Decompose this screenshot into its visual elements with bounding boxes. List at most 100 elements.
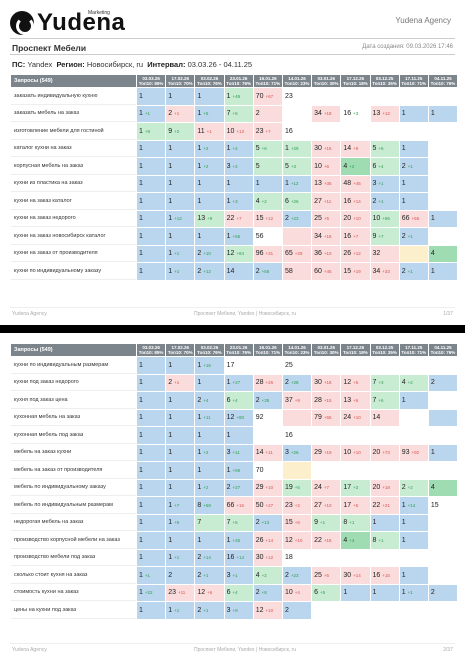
position-cell: 24 +10 <box>341 409 370 426</box>
table-row: кухни из пластика на заказ 1 1 1 1 1 1 +12 13 +35… <box>11 175 458 192</box>
interval-label: Интервал: <box>147 60 186 69</box>
query-cell[interactable]: каталог кухни на заказ <box>11 140 136 157</box>
query-cell[interactable]: сколько стоит кухня на заказ <box>11 567 136 584</box>
date-column-header[interactable]: 03.12.25 Топ10: 35% <box>370 344 399 356</box>
report-params: ПС: Yandex Регион: Новосибирск, ru Интер… <box>12 60 252 69</box>
date-column-header[interactable]: 23.01.26 Топ10: 76% <box>224 344 253 356</box>
title-divider <box>10 54 455 55</box>
query-cell[interactable]: кухни на заказ недорого <box>11 210 136 227</box>
date-column-header[interactable]: 17.11.25 Топ10: 71% <box>399 344 428 356</box>
position-cell: 14 +9 <box>341 140 370 157</box>
query-cell[interactable]: кухни под заказ недорого <box>11 374 136 391</box>
query-cell[interactable]: недорогая мебель на заказ <box>11 514 136 531</box>
date-column-header[interactable]: 04.11.25 Топ10: 76% <box>428 75 458 87</box>
date-column-header[interactable]: 03.03.26 Топ10: 85% <box>137 344 166 356</box>
query-cell[interactable]: мебель на заказ от производителя <box>11 462 136 479</box>
position-cell: 14 <box>224 263 253 280</box>
query-cell[interactable]: производство мебели под заказ <box>11 549 136 566</box>
position-value: 1 <box>197 431 202 439</box>
position-cell: 30 +14 <box>341 567 370 584</box>
position-cell: 1 +11 <box>195 409 224 426</box>
position-cell: 9 +2 <box>166 123 195 140</box>
position-delta: +12 <box>203 268 211 274</box>
date-column-header[interactable]: 04.11.25 Топ10: 76% <box>428 344 458 356</box>
query-cell[interactable]: мебель на заказ кухни <box>11 444 136 461</box>
query-cell[interactable]: корпусная мебель на заказ <box>11 158 136 175</box>
table-row: стоимость кухни на заказ 1 +22 23 +11 12 +6 6 +4… <box>11 584 458 601</box>
position-cell: 1 <box>399 140 428 157</box>
position-value: 1 <box>401 110 406 118</box>
query-cell[interactable]: кухонная мебель на заказ <box>11 409 136 426</box>
query-cell[interactable]: мебель по индивидуальным размерам <box>11 497 136 514</box>
query-cell[interactable]: кухни на заказ каталог <box>11 193 136 210</box>
queries-header[interactable]: Запросы (549) <box>11 75 136 87</box>
position-value: 28 <box>255 379 264 387</box>
query-cell[interactable]: цены на кухни под заказ <box>11 602 136 619</box>
position-value: 14 <box>343 145 352 153</box>
date-column-header[interactable]: 17.12.25 Топ10: 18% <box>341 344 370 356</box>
position-delta: +26 <box>290 450 299 456</box>
position-value: 1 <box>401 501 406 509</box>
query-cell[interactable]: кухонная мебель под заказ <box>11 427 136 444</box>
position-delta: +14 <box>407 502 416 508</box>
query-cell[interactable]: кухни на заказ от производителя <box>11 245 136 262</box>
brand-logo[interactable]: Yudena Marketing <box>10 9 125 36</box>
date-column-header[interactable]: 17.11.25 Топ10: 71% <box>399 75 428 87</box>
date-column-header[interactable]: 03.03.26 Топ10: 85% <box>137 75 166 87</box>
date-column-header[interactable]: 03.01.26 Топ10: 30% <box>312 344 341 356</box>
query-cell[interactable]: кухня под заказ цена <box>11 392 136 409</box>
date-column-header[interactable]: 17.12.25 Топ10: 18% <box>341 75 370 87</box>
position-cell: 8 +58 <box>195 497 224 514</box>
query-cell[interactable]: заказать индивидуальную кухню <box>11 88 136 105</box>
date-column-header[interactable]: 03.01.26 Топ10: 30% <box>312 75 341 87</box>
position-cell <box>428 602 458 619</box>
footer-divider <box>10 643 455 644</box>
position-delta: +15 <box>323 397 332 403</box>
date-column-header[interactable]: 03.12.25 Топ10: 35% <box>370 75 399 87</box>
date-column-header[interactable]: 14.01.26 Топ10: 23% <box>282 75 312 87</box>
position-cell: 1 <box>137 479 166 496</box>
position-value: 3 <box>226 606 231 614</box>
position-value: 2 <box>255 589 260 597</box>
position-cell: 2 +23 <box>282 567 312 584</box>
queries-header[interactable]: Запросы (549) <box>11 344 136 356</box>
position-cell: 16 +3 <box>341 105 370 122</box>
query-cell[interactable]: кухни на заказ новосибирск каталог <box>11 228 136 245</box>
query-cell[interactable]: мебель по индивидуальному заказу <box>11 479 136 496</box>
date-column-header[interactable]: 23.01.26 Топ10: 76% <box>224 75 253 87</box>
position-cell: 1 <box>195 228 224 245</box>
position-value: 9 <box>372 232 377 240</box>
query-cell[interactable]: изготовление мебели для гостиной <box>11 123 136 140</box>
position-cell: 32 <box>370 245 399 262</box>
position-value: 1 <box>284 180 289 188</box>
query-cell[interactable]: кухни по индивидуальным размерам <box>11 357 136 374</box>
query-cell[interactable]: стоимость кухни на заказ <box>11 584 136 601</box>
date-column-header[interactable]: 17.02.26 Топ10: 70% <box>166 344 195 356</box>
position-value: 4 <box>255 571 260 579</box>
position-cell <box>399 549 428 566</box>
position-value: 5 <box>372 145 377 153</box>
query-cell[interactable]: заказать мебель на заказ <box>11 105 136 122</box>
date-column-header[interactable]: 16.01.26 Топ10: 71% <box>253 75 282 87</box>
position-cell: 22 +7 <box>224 210 253 227</box>
date-column-header[interactable]: 14.01.26 Топ10: 23% <box>282 344 312 356</box>
query-cell[interactable]: кухни по индивидуальному заказу <box>11 263 136 280</box>
position-cell: 1 <box>195 427 224 444</box>
date-column-header[interactable]: 16.01.26 Топ10: 71% <box>253 344 282 356</box>
position-value: 8 <box>197 501 202 509</box>
position-value: 4 <box>401 379 406 387</box>
position-value: 37 <box>284 396 293 404</box>
position-value: 2 <box>284 606 289 614</box>
query-cell[interactable]: производство корпусной мебели на заказ <box>11 532 136 549</box>
position-value: 14 <box>255 449 264 457</box>
date-column-header[interactable]: 03.02.26 Топ10: 76% <box>195 344 224 356</box>
position-delta: +3 <box>232 198 238 204</box>
query-cell[interactable]: кухни из пластика на заказ <box>11 175 136 192</box>
position-cell: 17 +5 <box>341 497 370 514</box>
position-value: 20 <box>343 215 352 223</box>
position-value: 30 <box>255 554 264 562</box>
date-column-header[interactable]: 03.02.26 Топ10: 76% <box>195 75 224 87</box>
date-column-header[interactable]: 17.02.26 Топ10: 70% <box>166 75 195 87</box>
position-cell: 8 +1 <box>370 532 399 549</box>
position-delta: +10 <box>203 251 211 257</box>
